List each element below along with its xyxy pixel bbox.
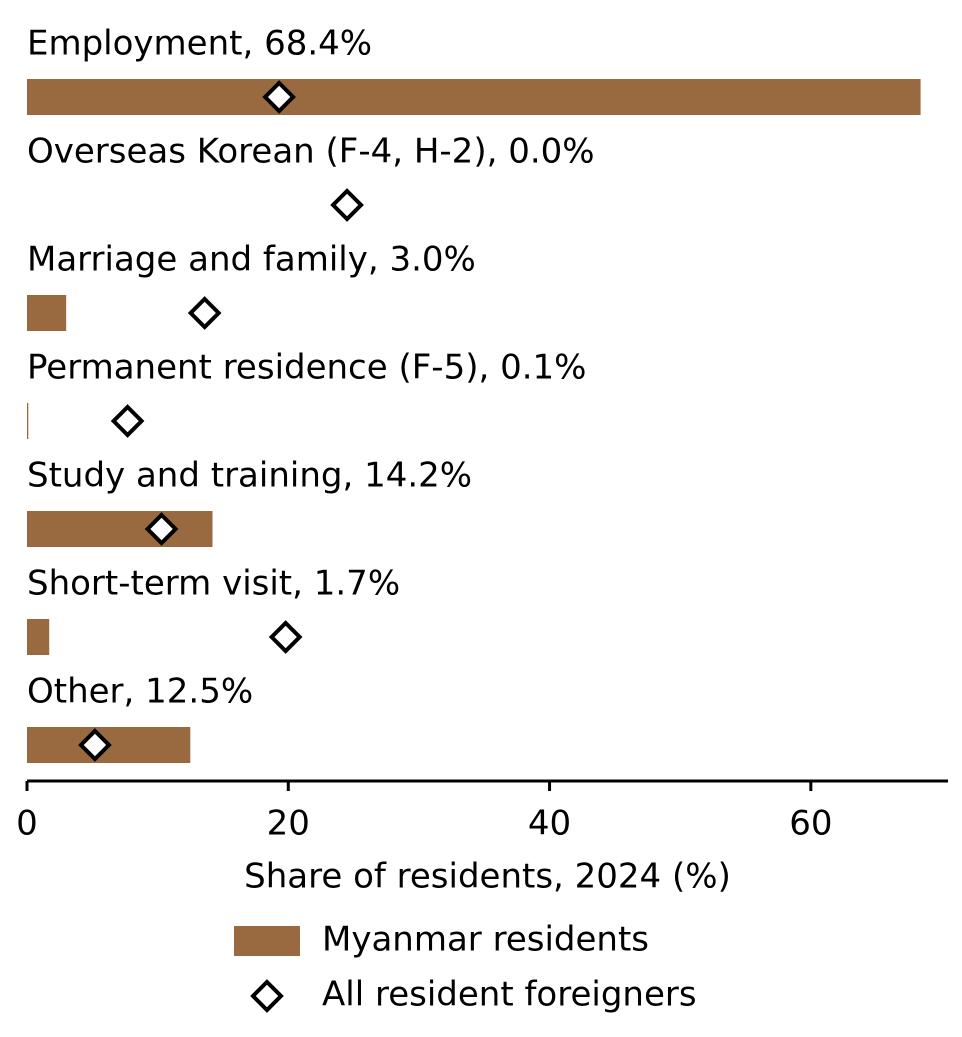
x-tick-label: 40 xyxy=(528,804,571,844)
diamond-marker xyxy=(268,620,303,654)
category-label: Other, 12.5% xyxy=(27,672,253,712)
bar xyxy=(27,295,67,331)
x-tick-label: 20 xyxy=(267,804,310,844)
x-tick-label: 0 xyxy=(16,804,38,844)
category-label: Overseas Korean (F-4, H-2), 0.0% xyxy=(27,132,595,172)
bar xyxy=(27,511,213,547)
category-label: Short-term visit, 1.7% xyxy=(27,564,400,604)
bar xyxy=(27,79,921,115)
bar xyxy=(27,403,29,439)
diamond-marker xyxy=(330,188,364,222)
category-label: Permanent residence (F-5), 0.1% xyxy=(27,348,586,388)
category-label: Marriage and family, 3.0% xyxy=(27,240,476,280)
category-label: Employment, 68.4% xyxy=(27,24,372,64)
legend-swatch xyxy=(250,979,284,1013)
diamond-marker xyxy=(144,512,179,546)
diamond-marker xyxy=(78,728,112,762)
diamond-marker xyxy=(262,80,296,114)
category-label: Study and training, 14.2% xyxy=(27,456,472,496)
legend-label: Myanmar residents xyxy=(322,920,649,960)
diamond-marker xyxy=(187,296,222,330)
bar xyxy=(27,619,50,655)
legend-swatch xyxy=(234,926,300,956)
diamond-marker xyxy=(110,404,145,438)
legend-label: All resident foreigners xyxy=(322,975,697,1015)
x-axis-label: Share of residents, 2024 (%) xyxy=(244,857,731,897)
x-tick-label: 60 xyxy=(789,804,832,844)
